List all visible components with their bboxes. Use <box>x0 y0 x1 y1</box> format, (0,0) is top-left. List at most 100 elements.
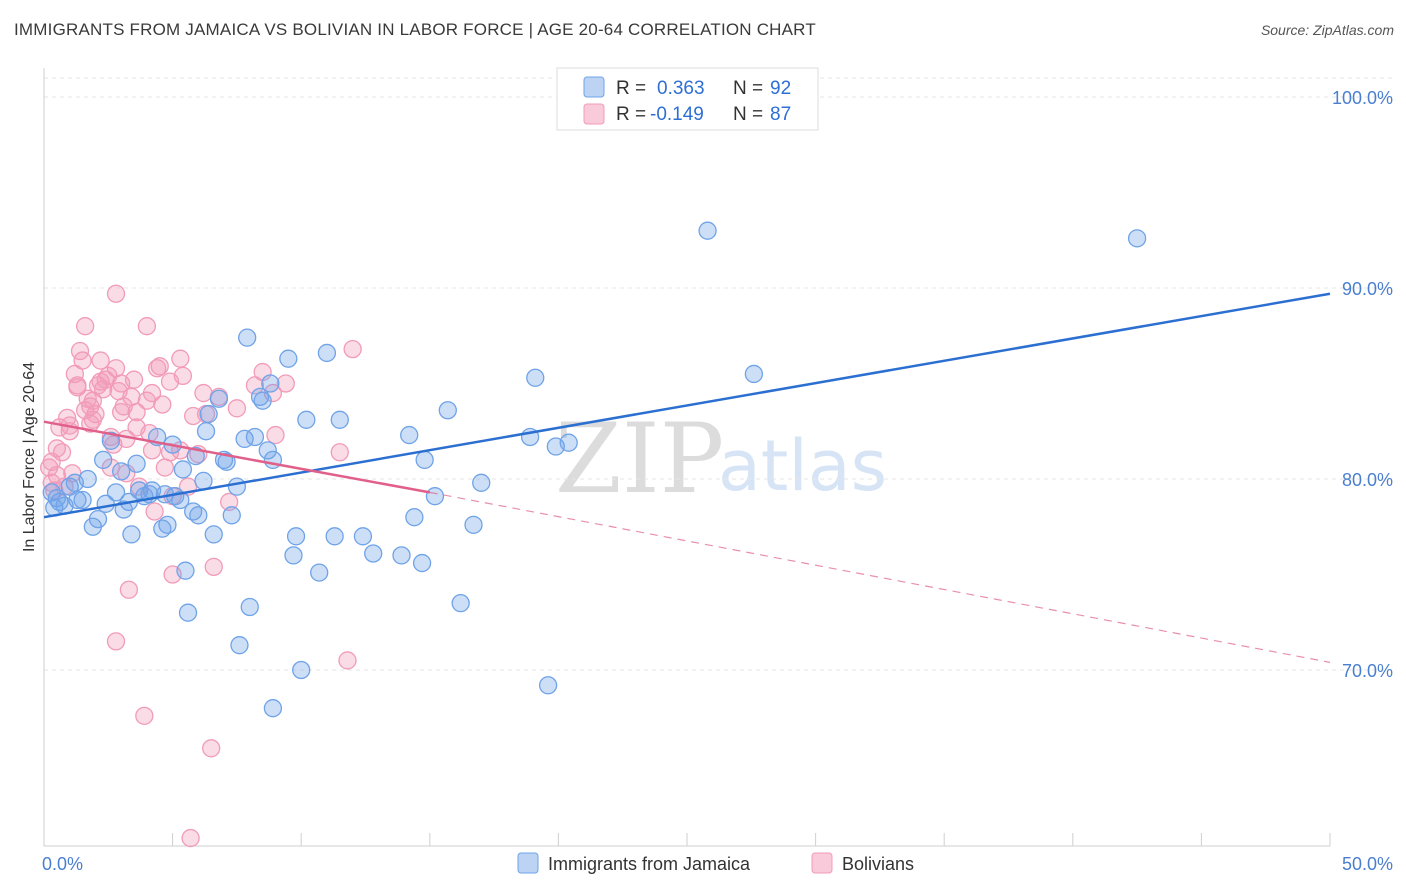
source-label: Source: ZipAtlas.com <box>1260 22 1394 38</box>
bolivians-point-75 <box>204 557 223 577</box>
jamaica-point-51 <box>245 427 265 447</box>
bottom-legend-swatch-bolivians <box>811 852 833 874</box>
jamaica-point-67 <box>353 527 373 546</box>
x-tick-label-0: 0.0% <box>42 854 83 874</box>
jamaica-point-80 <box>526 368 545 387</box>
jamaica-point-73 <box>415 450 434 470</box>
bolivians-point-69 <box>181 828 200 848</box>
jamaica-point-41 <box>204 525 223 544</box>
x-tick-marks <box>43 833 1331 846</box>
legend-n-label-jamaica: N = <box>733 78 763 99</box>
bolivians-point-7 <box>52 443 72 462</box>
bolivians-point-67 <box>173 366 193 386</box>
jamaica-point-47 <box>230 636 249 655</box>
bolivians-point-58 <box>150 357 169 376</box>
jamaica-point-53 <box>253 391 272 410</box>
bolivians-point-50 <box>135 706 154 725</box>
legend-r-label-bolivians: R = <box>616 104 646 125</box>
bolivians-point-85 <box>338 651 357 670</box>
jamaica-point-74 <box>425 487 445 506</box>
bolivians-point-74 <box>202 739 221 758</box>
jamaica-point-62 <box>297 410 316 429</box>
jamaica-point-68 <box>364 544 383 563</box>
bolivians-point-15 <box>68 378 87 397</box>
trend-line-jamaica <box>43 292 1331 519</box>
bottom-legend-swatch-jamaica <box>517 852 539 874</box>
chart-title: IMMIGRANTS FROM JAMAICA VS BOLIVIAN IN L… <box>14 20 816 39</box>
bolivians-point-83 <box>276 374 295 393</box>
legend-r-value-jamaica: 0.363 <box>657 78 705 99</box>
jamaica-point-12 <box>94 450 113 470</box>
bolivians-point-82 <box>266 425 285 445</box>
legend-n-label-bolivians: N = <box>733 104 763 125</box>
jamaica-point-32 <box>173 460 193 479</box>
bolivians-point-72 <box>194 383 213 403</box>
jamaica-point-46 <box>227 477 247 496</box>
bolivians-point-47 <box>127 402 146 422</box>
trend-line-bolivians-extrapolated <box>429 491 1331 663</box>
bolivians-point-20 <box>76 317 95 336</box>
jamaica-point-70 <box>400 425 419 445</box>
bolivians-point-56 <box>145 502 164 521</box>
jamaica-point-57 <box>263 699 283 718</box>
watermark-zip: ZIP <box>555 403 724 515</box>
jamaica-point-61 <box>292 660 311 680</box>
jamaica-point-38 <box>194 471 213 491</box>
jamaica-point-77 <box>464 515 483 534</box>
legend-r-value-bolivians: -0.149 <box>650 104 704 125</box>
legend-n-value-bolivians: 87 <box>770 104 791 125</box>
jamaica-point-58 <box>279 349 298 368</box>
jamaica-point-71 <box>405 508 424 527</box>
bolivians-point-57 <box>148 359 167 378</box>
jamaica-point-9 <box>78 469 97 489</box>
jamaica-point-78 <box>472 473 491 492</box>
jamaica-point-28 <box>158 515 177 534</box>
jamaica-point-14 <box>101 431 121 450</box>
jamaica-point-8 <box>73 490 92 510</box>
bottom-legend-label-jamaica: Immigrants from Jamaica <box>548 854 751 874</box>
legend-swatch-bolivians <box>583 103 605 125</box>
trend-line-bolivians <box>43 420 431 494</box>
jamaica-point-44 <box>217 452 236 471</box>
bolivians-point-60 <box>155 458 175 477</box>
bolivians-point-25 <box>86 404 105 424</box>
legend-n-value-jamaica: 92 <box>770 78 791 99</box>
jamaica-point-86 <box>744 364 764 384</box>
jamaica-point-49 <box>238 328 257 347</box>
bolivians-point-35 <box>106 359 126 378</box>
jamaica-point-56 <box>261 374 280 393</box>
jamaica-point-64 <box>317 343 337 363</box>
jamaica-point-45 <box>222 506 241 525</box>
legend-top: R = 0.363 N = 92 R = -0.149 N = 87 <box>556 67 819 131</box>
bolivians-point-84 <box>330 443 349 462</box>
jamaica-point-21 <box>130 481 149 500</box>
legend-r-label-jamaica: R = <box>616 78 646 99</box>
jamaica-point-59 <box>284 546 303 565</box>
series-bolivians-points <box>39 284 362 848</box>
jamaica-point-15 <box>106 483 126 502</box>
jamaica-point-34 <box>178 603 198 622</box>
jamaica-point-50 <box>240 597 259 617</box>
bolivians-point-78 <box>227 399 247 418</box>
x-tick-labels: 0.0% 50.0% <box>42 854 1393 874</box>
jamaica-point-87 <box>1127 229 1147 248</box>
jamaica-point-83 <box>559 433 578 452</box>
bolivians-point-37 <box>106 284 126 303</box>
bolivians-point-45 <box>122 387 141 407</box>
bolivians-point-86 <box>343 339 362 359</box>
jamaica-point-11 <box>88 509 108 529</box>
jamaica-point-65 <box>325 527 344 546</box>
y-tick-label-3: 100.0% <box>1332 88 1393 108</box>
jamaica-point-85 <box>698 221 717 240</box>
jamaica-point-81 <box>538 676 558 695</box>
y-tick-label-2: 90.0% <box>1342 279 1393 299</box>
bolivians-point-27 <box>91 351 110 370</box>
series-jamaica-points <box>42 87 1147 718</box>
trend-lines <box>43 292 1331 663</box>
jamaica-point-76 <box>451 594 470 613</box>
x-tick-label-1: 50.0% <box>1342 854 1393 874</box>
watermark: ZIP atlas <box>555 403 887 515</box>
jamaica-point-16 <box>112 462 131 481</box>
jamaica-point-40 <box>199 404 218 424</box>
jamaica-point-54 <box>258 441 277 460</box>
